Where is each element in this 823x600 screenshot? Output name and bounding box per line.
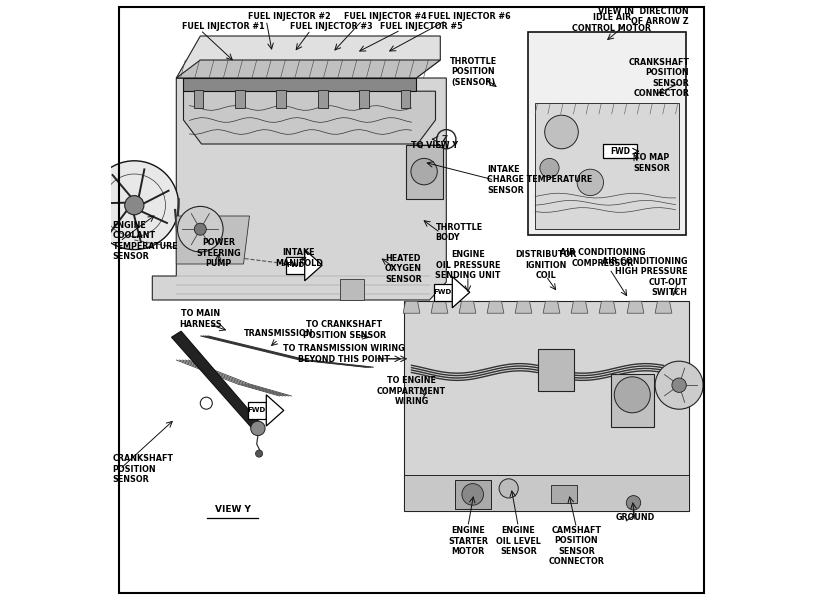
Circle shape [499,479,518,498]
Polygon shape [543,301,560,313]
Bar [603,144,637,158]
Text: FUEL INJECTOR #3: FUEL INJECTOR #3 [291,22,373,31]
Text: VIEW IN  DIRECTION
OF ARROW Z: VIEW IN DIRECTION OF ARROW Z [598,7,689,26]
Text: TO ENGINE
COMPARTMENT
WIRING: TO ENGINE COMPARTMENT WIRING [377,376,446,406]
Circle shape [672,378,686,392]
Text: FWD: FWD [286,262,305,268]
Bar [248,402,267,419]
Circle shape [178,206,223,252]
Text: FWD: FWD [611,146,630,155]
Text: Z: Z [442,134,449,143]
Bar [184,78,416,91]
Circle shape [125,196,144,215]
Text: TO MAP
SENSOR: TO MAP SENSOR [634,154,670,173]
Bar [406,145,443,199]
Text: CAMSHAFT
POSITION
SENSOR
CONNECTOR: CAMSHAFT POSITION SENSOR CONNECTOR [549,526,604,566]
Text: TRANSMISSION: TRANSMISSION [244,329,313,338]
Bar [340,279,364,300]
Text: TO VIEW Y: TO VIEW Y [412,140,458,149]
Polygon shape [571,301,588,313]
Bar [528,32,686,235]
Polygon shape [431,301,448,313]
Polygon shape [599,301,616,313]
Circle shape [655,361,703,409]
Polygon shape [184,91,435,144]
Bar [535,103,679,229]
Text: ENGINE
COOLANT
TEMPERATURE
SENSOR: ENGINE COOLANT TEMPERATURE SENSOR [113,221,179,262]
Text: TO MAIN
HARNESS: TO MAIN HARNESS [179,310,221,329]
Text: HEATED
OXYGEN
SENSOR: HEATED OXYGEN SENSOR [385,254,422,284]
Text: FUEL INJECTOR #4: FUEL INJECTOR #4 [344,13,427,22]
Circle shape [540,158,559,178]
Polygon shape [403,301,420,313]
Circle shape [626,496,640,510]
Polygon shape [453,277,470,308]
Bar [537,349,574,391]
Text: DISTRIBUTOR
IGNITION
COIL: DISTRIBUTOR IGNITION COIL [515,250,577,280]
Polygon shape [305,250,322,281]
Polygon shape [152,78,446,300]
Text: ENGINE
OIL PRESSURE
SENDING UNIT: ENGINE OIL PRESSURE SENDING UNIT [435,250,500,280]
Circle shape [194,223,207,235]
Bar [360,90,369,108]
Polygon shape [515,301,532,313]
Text: INTAKE
CHARGE TEMPERATURE
SENSOR: INTAKE CHARGE TEMPERATURE SENSOR [487,165,593,195]
Text: ENGINE
OIL LEVEL
SENSOR: ENGINE OIL LEVEL SENSOR [496,526,541,556]
Circle shape [545,115,579,149]
Polygon shape [267,395,284,426]
Circle shape [577,169,603,196]
Polygon shape [171,331,263,431]
Text: POWER
STEERING
PUMP: POWER STEERING PUMP [196,238,240,268]
Bar [611,374,654,427]
Text: VIEW Y: VIEW Y [215,505,251,514]
Text: FUEL INJECTOR #2: FUEL INJECTOR #2 [249,13,331,22]
Bar [404,475,689,511]
Bar [235,90,244,108]
Polygon shape [655,301,672,313]
Text: IDLE AIR
CONTROL MOTOR: IDLE AIR CONTROL MOTOR [573,13,651,32]
Circle shape [255,450,263,457]
Text: GROUND: GROUND [616,512,655,521]
Bar [401,90,411,108]
Bar [318,90,328,108]
Polygon shape [176,36,440,78]
Text: TO TRANSMISSION WIRING
BEYOND THIS POINT: TO TRANSMISSION WIRING BEYOND THIS POINT [283,344,405,364]
Text: AIR CONDITIONING
HIGH PRESSURE
CUT-OUT
SWITCH: AIR CONDITIONING HIGH PRESSURE CUT-OUT S… [602,257,687,297]
Circle shape [614,377,650,413]
Polygon shape [176,60,440,78]
Text: THROTTLE
POSITION
(SENSOR): THROTTLE POSITION (SENSOR) [449,57,497,87]
Text: CRANKSHAFT
POSITION
SENSOR
CONNECTOR: CRANKSHAFT POSITION SENSOR CONNECTOR [628,58,690,98]
Circle shape [251,421,265,436]
Text: INTAKE
MANIFOLD: INTAKE MANIFOLD [275,248,323,268]
Polygon shape [487,301,504,313]
Circle shape [90,161,179,250]
Text: ENGINE
STARTER
MOTOR: ENGINE STARTER MOTOR [448,526,488,556]
Polygon shape [459,301,476,313]
Text: FUEL INJECTOR #6: FUEL INJECTOR #6 [428,13,511,22]
Bar [551,485,577,503]
Circle shape [411,158,437,185]
Text: FUEL INJECTOR #5: FUEL INJECTOR #5 [380,22,463,31]
Text: CRANKSHAFT
POSITION
SENSOR: CRANKSHAFT POSITION SENSOR [113,454,174,484]
Polygon shape [404,301,689,511]
Text: FWD: FWD [434,289,452,295]
Text: FUEL INJECTOR #1: FUEL INJECTOR #1 [183,22,265,31]
Text: FWD: FWD [248,407,266,413]
Text: TO CRANKSHAFT
POSITION SENSOR: TO CRANKSHAFT POSITION SENSOR [303,320,386,340]
Bar [434,284,453,301]
Polygon shape [627,301,644,313]
Bar [286,257,305,274]
Polygon shape [176,216,249,264]
Bar [454,480,491,509]
Text: AIR CONDITIONING
COMPRESSOR: AIR CONDITIONING COMPRESSOR [560,248,645,268]
Text: THROTTLE
BODY: THROTTLE BODY [435,223,482,242]
Bar [277,90,286,108]
Circle shape [462,484,483,505]
Bar [193,90,203,108]
